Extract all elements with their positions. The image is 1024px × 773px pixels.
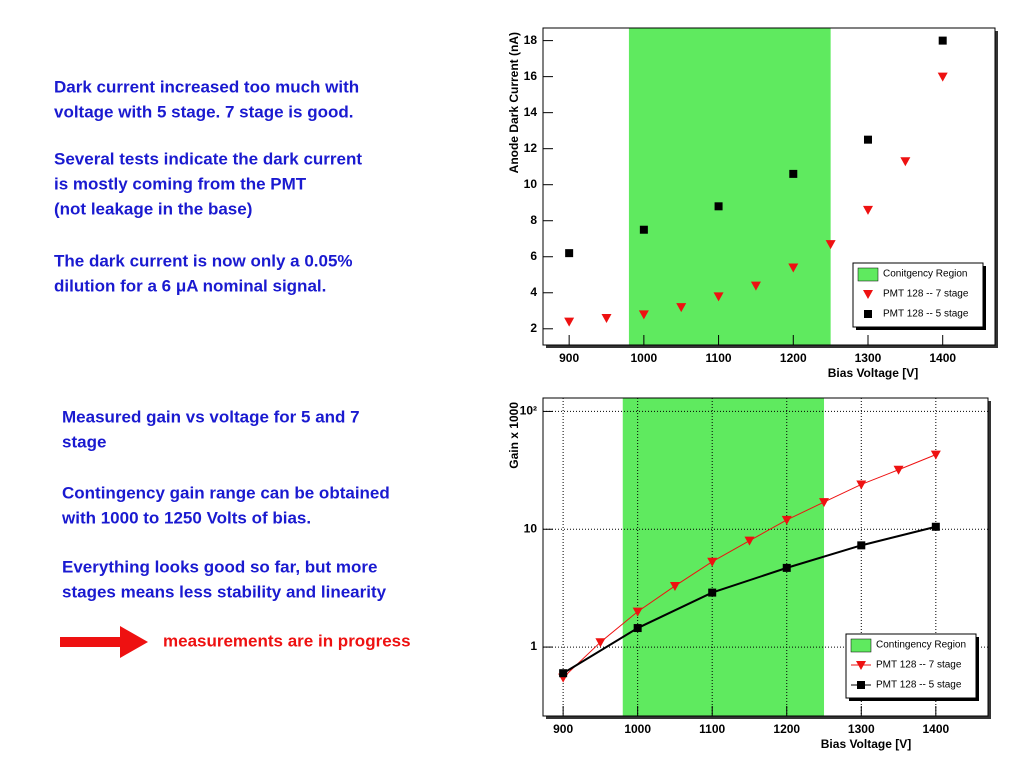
legend-marker [856, 661, 866, 670]
marker [639, 225, 648, 234]
y-tick-label: 12 [524, 141, 538, 155]
marker [750, 281, 761, 291]
marker [744, 536, 755, 546]
x-tick-label: 1100 [699, 722, 725, 736]
marker [676, 303, 687, 313]
y-tick-label: 14 [524, 105, 538, 119]
y-tick-label: 10² [520, 404, 537, 418]
marker [789, 169, 798, 178]
y-axis-title: Anode Dark Current (nA) [507, 32, 521, 173]
note-line: is mostly coming from the PMT [54, 174, 307, 193]
marker [638, 310, 649, 320]
y-tick-label: 10 [524, 521, 538, 535]
callout: measurements are in progress [163, 631, 411, 650]
note-line: Measured gain vs voltage for 5 and 7 [62, 407, 360, 426]
note-line: stage [62, 432, 106, 451]
marker [857, 541, 866, 550]
x-tick-label: 1000 [624, 722, 651, 736]
legend-label: PMT 128 -- 5 stage [883, 309, 969, 320]
marker [931, 522, 940, 531]
marker [862, 205, 873, 215]
note-line: Dark current increased too much with [54, 77, 359, 96]
y-tick-label: 18 [524, 33, 538, 47]
marker [669, 581, 680, 591]
x-tick-label: 1300 [855, 351, 882, 365]
marker [632, 607, 643, 617]
note-line: The dark current is now only a 0.05% [54, 251, 353, 270]
x-tick-label: 900 [559, 351, 579, 365]
note-line: Several tests indicate the dark current [54, 149, 362, 168]
marker [781, 515, 792, 525]
y-tick-label: 6 [530, 249, 537, 263]
marker [938, 36, 947, 45]
note-line: Contingency gain range can be obtained [62, 483, 390, 502]
contingency-region [622, 398, 825, 716]
legend-label: PMT 128 -- 5 stage [876, 680, 962, 691]
marker [714, 202, 723, 211]
x-tick-label: 900 [553, 722, 573, 736]
legend-label: PMT 128 -- 7 stage [876, 660, 962, 671]
marker [900, 157, 911, 167]
legend-marker [863, 290, 873, 299]
y-axis-title: Gain x 1000 [507, 402, 521, 469]
y-tick-label: 2 [530, 321, 537, 335]
marker [565, 249, 574, 258]
x-tick-label: 1400 [922, 722, 949, 736]
marker [893, 465, 904, 475]
note-line: with 1000 to 1250 Volts of bias. [61, 508, 311, 527]
y-tick-label: 10 [524, 177, 538, 191]
marker [788, 263, 799, 273]
legend-label: Contingency Region [876, 640, 966, 651]
marker [708, 588, 717, 597]
legend-marker [857, 681, 865, 689]
y-tick-label: 8 [530, 213, 537, 227]
marker [595, 638, 606, 648]
x-tick-label: 1200 [780, 351, 807, 365]
note-line: Everything looks good so far, but more [62, 557, 378, 576]
contingency-region [628, 28, 831, 345]
arrow [60, 626, 148, 658]
y-tick-label: 16 [524, 69, 538, 83]
x-axis-title: Bias Voltage [V] [828, 366, 918, 380]
marker [930, 450, 941, 460]
marker [713, 292, 724, 302]
marker [863, 135, 872, 144]
marker [559, 669, 568, 678]
legend-label: PMT 128 -- 7 stage [883, 289, 969, 300]
marker [601, 313, 612, 323]
marker [633, 624, 642, 633]
marker [937, 72, 948, 82]
series-line [562, 525, 937, 675]
legend-swatch [857, 267, 879, 282]
note-line: voltage with 5 stage. 7 stage is good. [54, 102, 353, 121]
marker [819, 498, 830, 508]
marker [825, 240, 836, 250]
y-tick-label: 1 [530, 639, 537, 653]
legend-marker [864, 310, 872, 318]
x-tick-label: 1300 [848, 722, 875, 736]
marker [707, 557, 718, 567]
marker [856, 480, 867, 490]
x-tick-label: 1200 [773, 722, 800, 736]
x-tick-label: 1100 [706, 351, 732, 365]
marker [782, 563, 791, 572]
marker [564, 317, 575, 327]
note-line: dilution for a 6 μA nominal signal. [54, 276, 326, 295]
note-line: (not leakage in the base) [54, 199, 252, 218]
legend-swatch [850, 638, 872, 653]
note-line: stages means less stability and linearit… [62, 582, 387, 601]
x-tick-label: 1000 [631, 351, 658, 365]
x-axis-title: Bias Voltage [V] [821, 737, 911, 751]
legend-label: Conitgency Region [883, 269, 968, 280]
x-tick-label: 1400 [929, 351, 956, 365]
y-tick-label: 4 [530, 285, 537, 299]
